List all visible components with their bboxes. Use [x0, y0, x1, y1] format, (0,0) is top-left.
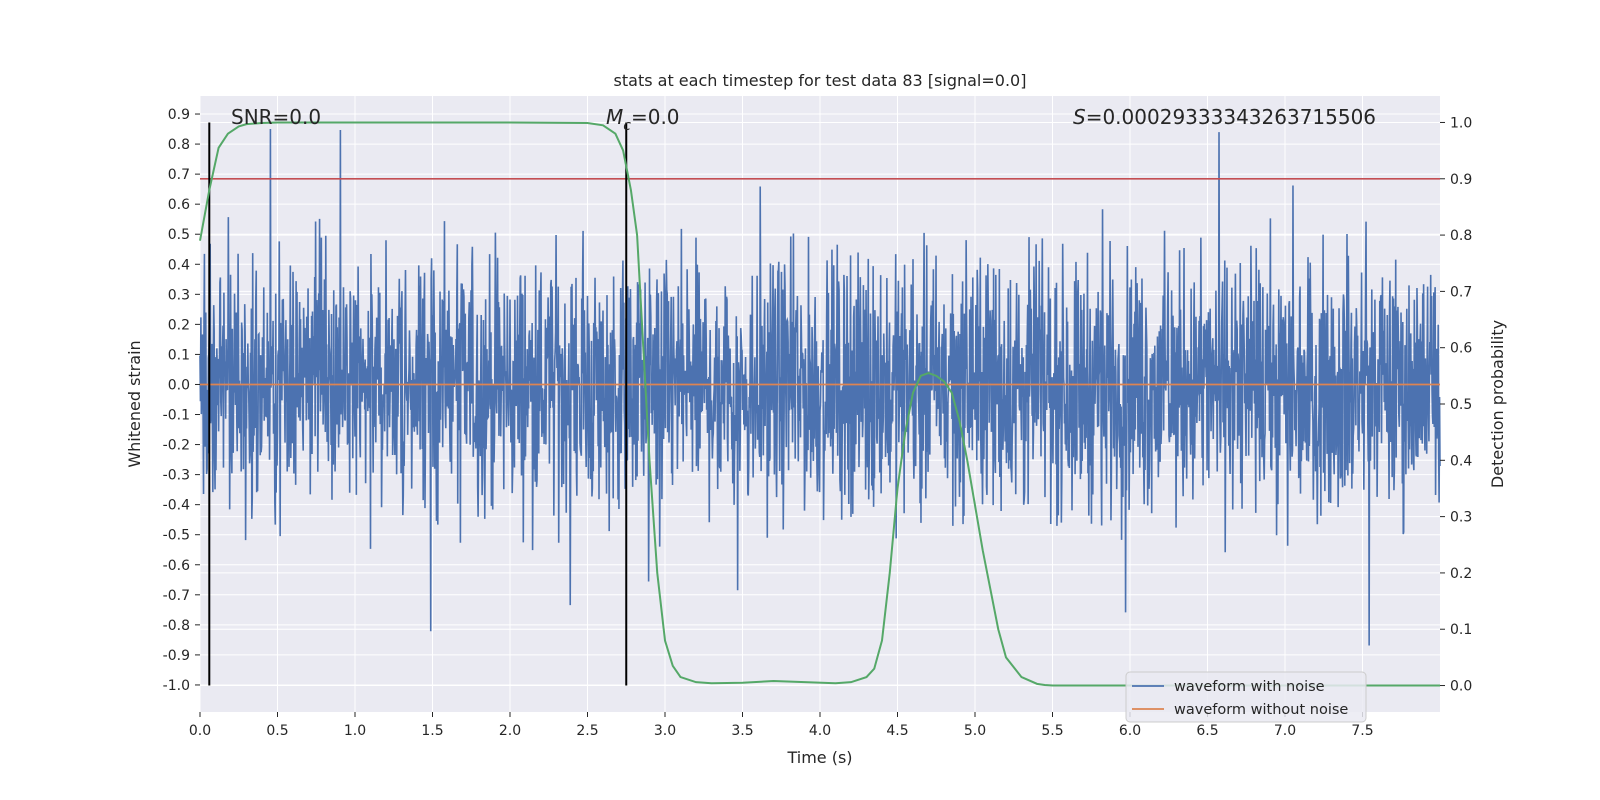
x-tick-label: 0.0 [189, 723, 211, 739]
x-tick-label: 7.5 [1351, 723, 1373, 739]
y-tick-label-left: 0.1 [168, 347, 190, 363]
y-tick-label-right: 0.4 [1450, 453, 1472, 469]
y-tick-label-left: -0.1 [163, 408, 190, 424]
x-tick-label: 3.0 [654, 723, 676, 739]
y-tick-label-right: 0.6 [1450, 341, 1472, 357]
x-tick-label: 3.5 [731, 723, 753, 739]
y-tick-label-right: 0.0 [1450, 679, 1472, 695]
y-tick-label-right: 0.3 [1450, 510, 1472, 526]
y-ticks-left: -1.0 -0.9 -0.8 -0.7 -0.6 -0.5 -0.4 -0.3 -0.2 -0.1… [163, 107, 200, 694]
y-tick-label-left: 0.5 [168, 227, 190, 243]
x-tick-label: 4.5 [886, 723, 908, 739]
x-tick-label: 2.0 [499, 723, 521, 739]
y-tick-label-right: 1.0 [1450, 115, 1472, 131]
x-tick-label: 0.5 [266, 723, 288, 739]
y-axis-label-left: Whitened strain [125, 340, 144, 467]
x-tick-label: 2.5 [576, 723, 598, 739]
legend-box [1125, 671, 1367, 723]
mc-subscript: c [623, 118, 631, 134]
y-tick-label-left: 0.0 [168, 377, 190, 393]
y-tick-label-right: 0.8 [1450, 228, 1472, 244]
y-tick-label-right: 0.2 [1450, 566, 1472, 582]
x-tick-label: 7.0 [1274, 723, 1296, 739]
y-tick-label-left: 0.8 [168, 137, 190, 153]
y-tick-label-left: 0.6 [168, 197, 190, 213]
x-tick-label: 1.0 [344, 723, 366, 739]
y-tick-label-left: 0.2 [168, 317, 190, 333]
mc-value: =0.0 [631, 105, 680, 129]
x-ticks: 0.0 0.5 1.0 1.5 2.0 2.5 3.0 3.5 4.0 4.5 5.0 5.5 6.0 6… [189, 712, 1374, 739]
y-tick-label-left: -0.4 [163, 498, 190, 514]
x-tick-label: 5.0 [964, 723, 986, 739]
y-tick-label-left: -0.3 [163, 468, 190, 484]
legend: waveform with noise waveform without noi… [1125, 671, 1367, 723]
noise-waveform [199, 129, 1441, 646]
y-tick-label-left: -0.8 [163, 618, 190, 634]
legend-label-noise: waveform with noise [1174, 679, 1325, 695]
y-tick-label-left: -0.6 [163, 558, 190, 574]
mc-symbol: M [606, 105, 623, 129]
y-tick-label-left: -0.2 [163, 438, 190, 454]
noise-series-line [199, 129, 1441, 646]
s-annotation: S=0.00029333343263715506 [1073, 105, 1376, 129]
probability-curve [199, 121, 1440, 687]
x-tick-label: 4.0 [809, 723, 831, 739]
chart-title: stats at each timestep for test data 83 … [614, 71, 1027, 90]
y-tick-label-left: -1.0 [163, 678, 190, 694]
y-tick-label-left: 0.7 [168, 167, 190, 183]
y-tick-label-left: -0.7 [163, 588, 190, 604]
y-tick-label-right: 0.1 [1450, 622, 1472, 638]
vertical-markers [208, 122, 628, 686]
y-tick-label-right: 0.5 [1450, 397, 1472, 413]
y-axis-label-right: Detection probability [1488, 320, 1507, 488]
y-ticks-right: 0.0 0.1 0.2 0.3 0.4 0.5 0.6 0.7 0.8 0.9 1.0 [1440, 115, 1472, 695]
x-tick-label: 5.5 [1041, 723, 1063, 739]
y-tick-label-left: -0.5 [163, 528, 190, 544]
s-value: =0.00029333343263715506 [1086, 105, 1376, 129]
x-tick-label: 6.0 [1119, 723, 1141, 739]
y-tick-label-left: 0.3 [168, 287, 190, 303]
x-tick-label: 1.5 [421, 723, 443, 739]
y-tick-label-left: -0.9 [163, 648, 190, 664]
s-symbol: S [1073, 105, 1086, 129]
y-tick-label-left: 0.4 [168, 257, 190, 273]
y-tick-label-right: 0.7 [1450, 284, 1472, 300]
snr-annotation: SNR=0.0 [231, 105, 321, 129]
x-tick-label: 6.5 [1196, 723, 1218, 739]
legend-label-clean: waveform without noise [1174, 702, 1348, 718]
mc-annotation: Mc=0.0 [606, 105, 680, 134]
y-tick-label-right: 0.9 [1450, 172, 1472, 188]
y-tick-label-left: 0.9 [168, 107, 190, 123]
x-axis-label: Time (s) [786, 748, 852, 767]
probability-series-line [199, 121, 1440, 687]
